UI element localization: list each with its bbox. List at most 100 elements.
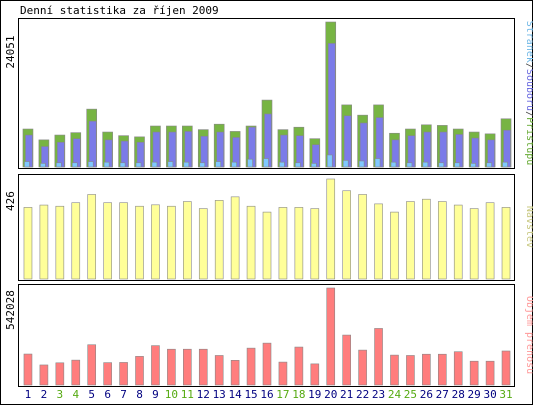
x-label-day-24: 24 xyxy=(388,388,402,401)
bar-panel3-day-2 xyxy=(39,364,49,386)
bar-stránek-day-31 xyxy=(502,161,508,168)
bar-panel2-day-10 xyxy=(167,205,176,280)
bar-panel2-day-26 xyxy=(422,198,431,280)
bar-stránek-day-23 xyxy=(374,158,381,168)
bar-panel2-day-22 xyxy=(358,194,367,280)
bar-stránek-day-8 xyxy=(135,162,142,168)
bar-stránek-day-18 xyxy=(295,162,301,168)
x-label-day-10: 10 xyxy=(165,388,178,401)
bar-stránek-day-2 xyxy=(40,163,46,168)
x-label-day-15: 15 xyxy=(244,388,257,401)
bar-souborů-day-25 xyxy=(407,135,416,168)
bar-souborů-day-29 xyxy=(471,137,479,168)
bar-panel3-day-11 xyxy=(183,348,192,386)
bar-stránek-day-26 xyxy=(422,161,429,168)
bar-panel3-day-22 xyxy=(358,349,367,386)
bar-souborů-day-5 xyxy=(88,120,97,168)
x-label-day-28: 28 xyxy=(452,388,465,401)
bar-panel2-day-27 xyxy=(437,201,447,280)
bar-souborů-day-28 xyxy=(455,134,464,168)
bar-panel2-day-17 xyxy=(278,207,288,280)
bar-stránek-day-30 xyxy=(486,162,492,168)
x-label-day-18: 18 xyxy=(292,388,305,401)
bar-panel3-day-7 xyxy=(119,362,128,386)
bar-stránek-day-15 xyxy=(247,158,253,168)
x-label-day-4: 4 xyxy=(72,388,79,401)
bar-stránek-day-14 xyxy=(231,161,237,168)
bar-panel2-day-31 xyxy=(501,207,511,280)
bar-panel2-day-3 xyxy=(55,205,65,280)
x-label-day-21: 21 xyxy=(340,388,353,401)
bar-panel2-day-14 xyxy=(230,196,240,280)
panel-2-frame xyxy=(18,174,515,281)
bar-panel3-day-21 xyxy=(342,334,351,386)
x-label-day-9: 9 xyxy=(152,388,159,401)
x-label-day-12: 12 xyxy=(197,388,210,401)
bar-panel2-day-12 xyxy=(198,208,208,280)
bar-panel3-day-27 xyxy=(437,353,447,386)
panel-2-ymax-label: 426 xyxy=(4,191,17,211)
panel-1-ymax-label: 24051 xyxy=(4,35,17,68)
bar-panel2-day-21 xyxy=(342,190,351,280)
bar-panel3-day-6 xyxy=(103,362,112,386)
bar-panel2-day-13 xyxy=(214,200,224,280)
bar-stránek-day-19 xyxy=(311,163,317,168)
bar-panel3-day-10 xyxy=(167,348,176,386)
bar-stránek-day-27 xyxy=(438,162,445,168)
legend-entry: Souborů xyxy=(524,69,533,111)
bar-stránek-day-16 xyxy=(263,158,269,168)
bar-stránek-day-9 xyxy=(151,161,158,168)
bar-panel2-day-1 xyxy=(23,207,33,280)
bar-panel3-day-14 xyxy=(230,360,240,386)
bar-panel3-day-12 xyxy=(198,348,208,386)
bar-panel2-day-16 xyxy=(262,211,272,280)
bar-stránek-day-17 xyxy=(279,161,285,168)
bar-panel3-day-28 xyxy=(453,351,463,386)
x-label-day-11: 11 xyxy=(181,388,194,401)
bar-panel2-day-19 xyxy=(310,208,320,280)
bar-stránek-day-21 xyxy=(342,160,349,168)
bar-panel2-day-24 xyxy=(390,211,399,280)
bar-panel3-day-16 xyxy=(262,342,272,386)
bar-stránek-day-11 xyxy=(183,161,190,168)
bar-panel2-day-30 xyxy=(485,202,495,280)
x-label-day-17: 17 xyxy=(276,388,289,401)
x-label-day-29: 29 xyxy=(468,388,481,401)
bar-stránek-day-20 xyxy=(326,154,333,168)
bar-stránek-day-22 xyxy=(358,160,365,168)
bar-stránek-day-28 xyxy=(454,162,461,168)
bar-panel2-day-29 xyxy=(469,208,479,280)
bar-panel2-day-6 xyxy=(103,202,112,280)
panel-3-frame xyxy=(18,284,515,387)
bar-panel3-day-31 xyxy=(501,350,511,386)
bar-panel3-day-9 xyxy=(151,345,160,386)
bar-panel3-day-26 xyxy=(422,353,431,386)
x-label-day-13: 13 xyxy=(213,388,226,401)
bar-souborů-day-22 xyxy=(359,122,368,168)
bar-souborů-day-26 xyxy=(423,131,432,168)
bar-panel3-day-13 xyxy=(214,355,224,386)
panel-3-ymax-label: 542028 xyxy=(4,290,17,330)
x-label-day-30: 30 xyxy=(483,388,496,401)
bar-stránek-day-24 xyxy=(390,161,397,168)
bar-panel2-day-18 xyxy=(294,207,304,280)
legend-entry: / xyxy=(524,63,533,69)
bar-panel2-day-11 xyxy=(183,201,192,280)
bar-panel3-day-8 xyxy=(135,356,144,386)
bar-souborů-day-20 xyxy=(327,43,336,168)
bar-souborů-day-9 xyxy=(152,131,161,168)
panel-3-legend: Objem přenosu xyxy=(524,296,533,374)
bar-stránek-day-1 xyxy=(24,161,30,168)
bar-panel2-day-20 xyxy=(326,178,336,280)
x-label-day-23: 23 xyxy=(372,388,385,401)
bar-stránek-day-25 xyxy=(406,162,413,168)
bar-stránek-day-29 xyxy=(470,163,476,168)
bar-stránek-day-3 xyxy=(56,162,62,168)
legend-entry: Objem přenosu xyxy=(524,296,533,374)
bar-panel3-day-30 xyxy=(485,360,495,386)
bar-souborů-day-27 xyxy=(439,131,448,168)
bar-panel3-day-29 xyxy=(469,360,479,386)
bar-stránek-day-6 xyxy=(103,161,110,168)
x-label-day-5: 5 xyxy=(88,388,95,401)
